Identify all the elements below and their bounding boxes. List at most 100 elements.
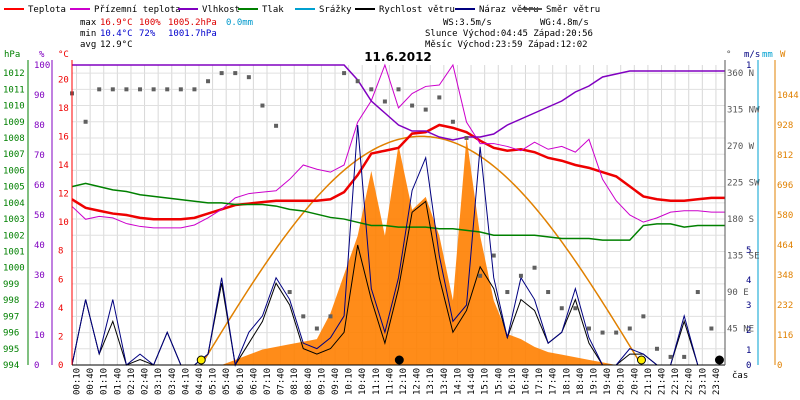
c-tick: 12 (58, 190, 69, 200)
pct-tick: 80 (34, 121, 45, 131)
wind-dir-point (165, 87, 170, 92)
hpa-tick: 1003 (3, 215, 25, 225)
moonset-marker (394, 355, 404, 365)
solar-radiation-fill (72, 137, 725, 365)
x-tick: 12:10 (399, 368, 409, 395)
x-tick: 00:10 (73, 368, 83, 395)
x-tick: 14:10 (453, 368, 463, 395)
series-line (72, 64, 725, 141)
x-tick: 09:10 (317, 368, 327, 395)
pct-tick: 50 (34, 211, 45, 221)
x-tick: 05:10 (209, 368, 219, 395)
w-tick: 580 (777, 211, 793, 221)
x-tick: 11:40 (385, 368, 395, 395)
ms-tick: 4 (746, 276, 751, 286)
legend-label: Náraz větru (479, 5, 539, 15)
x-tick: 17:10 (535, 368, 545, 395)
x-tick: 12:40 (413, 368, 423, 395)
stat-min-label: min (80, 29, 96, 39)
wind-dir-point (586, 326, 591, 331)
x-tick: 09:40 (331, 368, 341, 395)
w-tick: 232 (777, 301, 793, 311)
x-tick: 19:10 (589, 368, 599, 395)
wind-dir-point (600, 330, 605, 335)
ms-tick: 2 (746, 326, 751, 336)
wind-dir-point (559, 306, 564, 311)
x-tick: 22:10 (671, 368, 681, 395)
stat-avg-label: avg (80, 40, 96, 50)
hpa-tick: 994 (3, 361, 19, 371)
c-tick: 18 (58, 104, 69, 114)
sun-moon-markers (196, 355, 724, 365)
sunrise-marker (196, 355, 206, 365)
wind-dir-point (546, 290, 551, 295)
x-tick: 06:10 (236, 368, 246, 395)
wind-dir-point (464, 135, 469, 140)
wind-dir-point (151, 87, 156, 92)
axis-unit-pct: % (39, 50, 45, 60)
pct-tick: 70 (34, 151, 45, 161)
wind-dir-point (491, 253, 496, 258)
wind-dir-point (178, 87, 183, 92)
w-tick: 1044 (777, 91, 799, 101)
legend-label: Rychlost větru (379, 5, 455, 15)
x-tick: 08:40 (304, 368, 314, 395)
w-tick: 464 (777, 241, 793, 251)
wind-dir-point (573, 306, 578, 311)
dir-tick: 135 SE (727, 252, 760, 262)
x-tick: 10:40 (358, 368, 368, 395)
wind-dir-point (233, 71, 238, 76)
wind-dir-point (138, 87, 143, 92)
hpa-tick: 1005 (3, 183, 25, 193)
stat-moon: Měsíc Východ:23:59 Západ:12:02 (425, 40, 588, 50)
wind-dir-point (654, 346, 659, 351)
w-tick: 696 (777, 181, 793, 191)
pct-tick: 10 (34, 331, 45, 341)
wind-dir-point (274, 123, 279, 128)
hpa-tick: 1011 (3, 85, 25, 95)
x-tick: 08:10 (290, 368, 300, 395)
ms-tick: 0 (746, 361, 751, 371)
wind-dir-point (682, 354, 687, 359)
wind-dir-point (437, 95, 442, 100)
x-tick: 02:40 (141, 368, 151, 395)
x-tick: 05:40 (222, 368, 232, 395)
x-tick: 20:10 (617, 368, 627, 395)
c-tick: 2 (58, 332, 63, 342)
solar-radiation-area (72, 135, 725, 366)
legend-label: Tlak (262, 5, 284, 15)
pct-tick: 100 (34, 61, 50, 71)
x-tick: 01:10 (100, 368, 110, 395)
x-tick: 11:10 (372, 368, 382, 395)
wind-dir-point (83, 119, 88, 124)
pct-tick: 60 (34, 181, 45, 191)
legend-label: Teplota (28, 5, 66, 15)
c-tick: 8 (58, 247, 63, 257)
wind-dir-point (124, 87, 129, 92)
x-tick: 18:40 (576, 368, 586, 395)
wind-dir-point (627, 326, 632, 331)
wind-dir-point (396, 87, 401, 92)
wind-dir-point (423, 107, 428, 112)
dir-tick: 270 W (727, 142, 755, 152)
x-tick: 16:10 (508, 368, 518, 395)
x-tick: 06:40 (249, 368, 259, 395)
axis-unit-deg: ° (726, 50, 731, 60)
c-tick: 0 (58, 361, 63, 371)
legend-label: Vlhkost (202, 5, 240, 15)
x-tick: 13:40 (440, 368, 450, 395)
hpa-tick: 1010 (3, 102, 25, 112)
w-tick: 928 (777, 121, 793, 131)
x-tick: 07:10 (263, 368, 273, 395)
series-line (71, 63, 725, 229)
dir-tick: 315 NW (727, 106, 760, 116)
legend-label: Směr větru (546, 5, 600, 15)
pct-tick: 20 (34, 301, 45, 311)
hpa-tick: 1006 (3, 166, 25, 176)
axes: 1012101110101009100810071006100510041003… (3, 60, 799, 395)
legend: Teplota Přízemní teplota Vlhkost Tlak Srážky… (4, 5, 600, 15)
x-tick: 04:10 (181, 368, 191, 395)
x-tick: 21:10 (644, 368, 654, 395)
x-tick: 02:10 (127, 368, 137, 395)
